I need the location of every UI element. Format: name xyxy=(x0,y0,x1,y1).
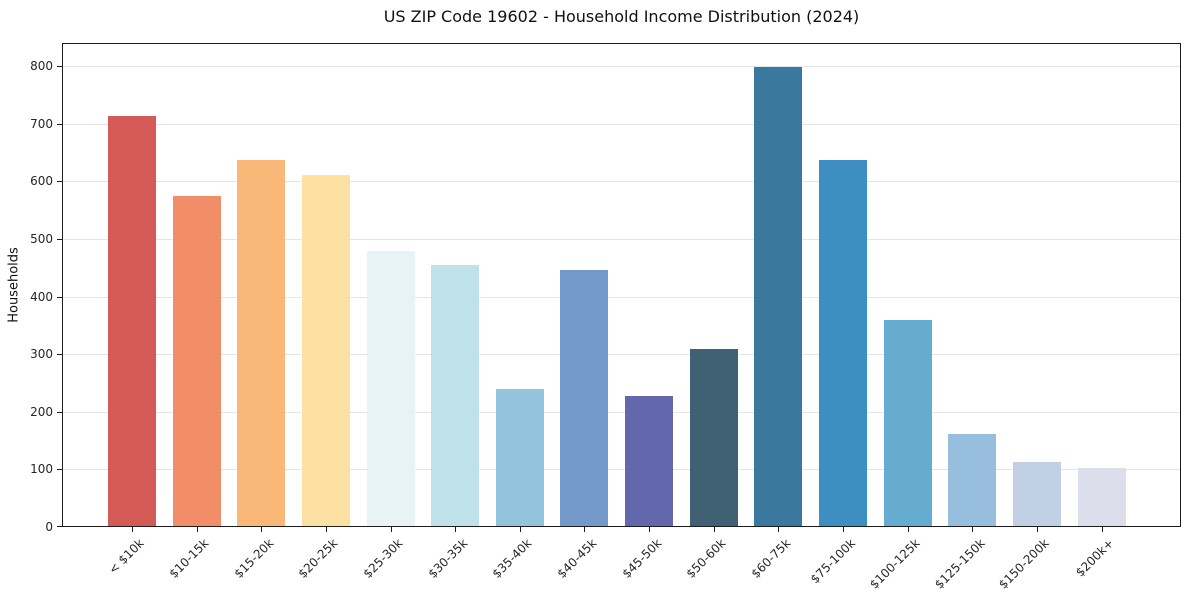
y-tick-mark xyxy=(57,66,62,68)
bar-< $10k xyxy=(108,115,156,526)
bar-$35-40k xyxy=(495,388,544,526)
x-tick-label: $20-25k xyxy=(295,536,341,581)
x-tick-mark xyxy=(584,527,586,532)
bar-$15-20k xyxy=(237,160,286,526)
x-tick-label: $50-60k xyxy=(683,536,729,581)
x-tick-mark xyxy=(907,527,909,532)
bar-$200k+ xyxy=(1077,467,1126,526)
bar-$40-45k xyxy=(560,269,609,526)
bar-$50-60k xyxy=(689,349,738,526)
x-tick-mark xyxy=(1101,527,1103,532)
x-tick-mark xyxy=(196,527,198,532)
x-tick-label: $150-200k xyxy=(996,536,1052,590)
gridline xyxy=(63,411,1180,413)
gridline xyxy=(63,123,1180,125)
y-tick-mark xyxy=(57,296,62,298)
y-tick-mark xyxy=(57,469,62,471)
x-tick-mark xyxy=(132,527,133,532)
x-tick-mark xyxy=(843,527,845,532)
y-tick-label: 800 xyxy=(30,59,53,74)
y-tick-mark xyxy=(57,181,62,183)
plot-area xyxy=(62,43,1181,527)
x-tick-label: $30-35k xyxy=(425,536,471,581)
y-tick-label: 0 xyxy=(45,520,53,534)
y-tick-label: 500 xyxy=(30,231,53,246)
x-tick-mark xyxy=(713,527,715,532)
y-tick-mark xyxy=(57,238,62,240)
gridline xyxy=(63,66,1180,68)
y-tick-label: 600 xyxy=(30,174,53,189)
x-tick-label: $15-20k xyxy=(231,536,277,581)
x-tick-label: $35-40k xyxy=(489,536,535,581)
y-tick-label: 700 xyxy=(30,116,53,131)
y-tick-label: 200 xyxy=(30,404,53,419)
x-tick-label: $25-30k xyxy=(360,536,406,581)
x-tick-mark xyxy=(1036,527,1038,532)
x-tick-label: $100-125k xyxy=(866,536,923,590)
bar-$75-100k xyxy=(819,160,868,526)
x-tick-label: $45-50k xyxy=(619,536,665,581)
x-tick-mark xyxy=(519,527,521,532)
bar-$10-15k xyxy=(172,195,221,526)
y-tick-mark xyxy=(57,354,62,356)
x-tick-label: $40-45k xyxy=(554,536,600,581)
x-tick-mark xyxy=(325,527,327,532)
bar-$20-25k xyxy=(301,174,350,526)
y-tick-mark xyxy=(57,411,62,413)
gridline xyxy=(63,354,1180,356)
y-tick-label: 300 xyxy=(30,347,53,362)
bar-$100-125k xyxy=(883,319,932,526)
x-tick-label: $125-150k xyxy=(931,536,988,590)
x-tick-label: < $10k xyxy=(106,536,147,577)
y-tick-mark xyxy=(57,123,62,125)
x-tick-label: $10-15k xyxy=(166,536,212,581)
gridline xyxy=(63,469,1180,471)
x-tick-label: $60-75k xyxy=(748,536,794,581)
bar-$150-200k xyxy=(1012,462,1061,526)
y-tick-mark xyxy=(57,526,62,527)
bar-$45-50k xyxy=(625,396,674,526)
bar-$30-35k xyxy=(431,265,480,526)
bar-$60-75k xyxy=(754,67,803,526)
y-tick-label: 400 xyxy=(30,289,53,304)
x-tick-mark xyxy=(649,527,651,532)
y-tick-label: 100 xyxy=(30,462,53,477)
gridline xyxy=(63,296,1180,298)
x-tick-mark xyxy=(778,527,780,532)
y-axis-label: Households xyxy=(6,247,22,323)
gridline xyxy=(63,181,1180,183)
chart-title: US ZIP Code 19602 - Household Income Dis… xyxy=(383,7,860,26)
bar-$125-150k xyxy=(948,433,997,526)
gridline xyxy=(63,238,1180,240)
x-tick-label: $75-100k xyxy=(807,536,858,587)
x-tick-mark xyxy=(972,527,974,532)
x-tick-mark xyxy=(455,527,457,532)
x-tick-label: $200k+ xyxy=(1072,536,1117,580)
bar-$25-30k xyxy=(366,251,415,526)
x-tick-mark xyxy=(261,527,263,532)
x-tick-mark xyxy=(390,527,392,532)
